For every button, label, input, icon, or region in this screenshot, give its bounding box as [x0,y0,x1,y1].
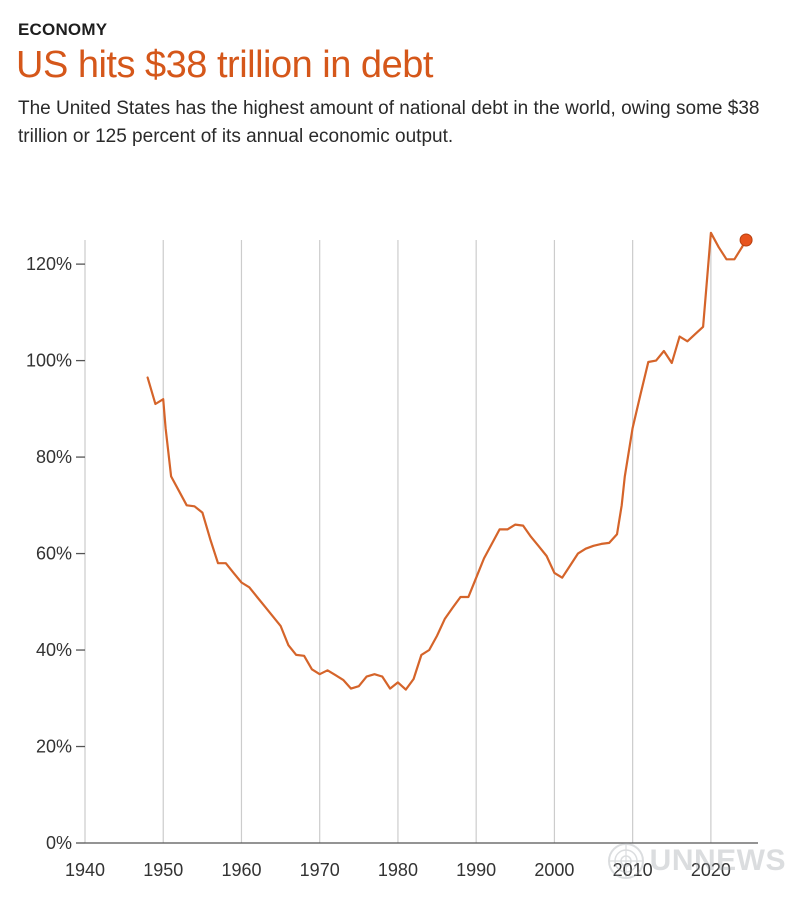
chart-series [146,231,753,691]
y-tick-label: 100% [26,351,72,371]
y-tick-label: 60% [36,544,72,564]
x-tick-label: 1960 [221,860,261,880]
un-emblem-icon [607,843,644,879]
x-tick-label: 1970 [300,860,340,880]
y-tick-label: 0% [46,833,72,853]
chart-axes: 1940 1950 1960 1970 1980 1990 2000 2010 2020 0% 20… [26,254,758,880]
y-tick-label: 120% [26,254,72,274]
x-tick-label: 1950 [143,860,183,880]
latest-value-marker [739,233,753,247]
x-tick-label: 1940 [65,860,105,880]
watermark: UNNEWS [606,841,786,881]
x-tick-label: 1990 [456,860,496,880]
y-tick-label: 80% [36,447,72,467]
y-tick-label: 20% [36,737,72,757]
section-kicker: ECONOMY [18,20,108,39]
page-subtitle: The United States has the highest amount… [18,98,760,147]
x-tick-label: 2000 [534,860,574,880]
page-title: US hits $38 trillion in debt [16,44,433,86]
x-tick-label: 2010 [613,860,653,880]
x-tick-label: 1980 [378,860,418,880]
chart-grid [84,240,712,843]
y-tick-label: 40% [36,640,72,660]
watermark-text: UNNEWS [649,844,786,877]
debt-to-gdp-line [146,231,744,691]
x-tick-label: 2020 [691,860,731,880]
